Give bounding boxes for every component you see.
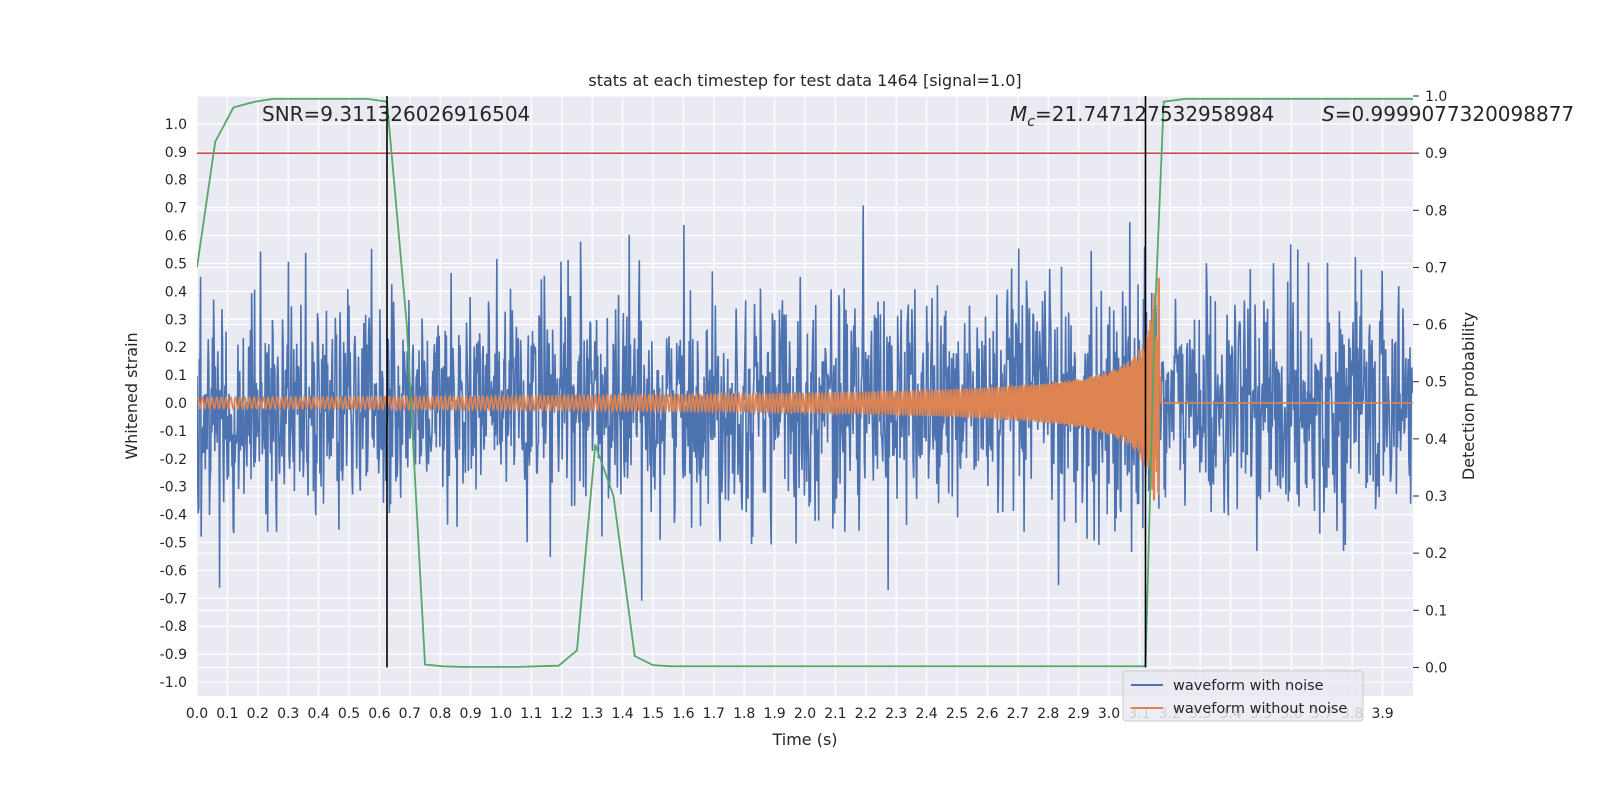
series-waveform-without-noise — [197, 277, 1413, 501]
x-tick-label: 0.0 — [186, 706, 208, 722]
s-symbol: S — [1322, 102, 1335, 126]
x-tick-label: 1.2 — [551, 706, 573, 722]
mc-value: =21.747127532958984 — [1035, 102, 1274, 126]
y-tick-label: 1.0 — [165, 117, 187, 133]
x-tick-label: 2.9 — [1067, 706, 1089, 722]
legend-label-clean: waveform without noise — [1173, 701, 1347, 717]
mc-symbol: M — [1010, 102, 1027, 126]
y-tick-label: -1.0 — [160, 675, 187, 691]
y-tick-labels: -1.0 -0.9 -0.8 -0.7 -0.6 -0.5 -0.4 -0.3 -0.2 -0.1… — [160, 117, 187, 691]
x-tick-label: 0.4 — [307, 706, 329, 722]
y-tick-label: -0.6 — [160, 563, 187, 579]
x-tick-label: 0.2 — [247, 706, 269, 722]
legend-box — [1122, 670, 1364, 722]
data-layer — [197, 96, 1413, 668]
y2-tick-label: 0.1 — [1425, 603, 1447, 619]
x-tick-label: 1.6 — [672, 706, 694, 722]
x-tick-label: 0.9 — [459, 706, 481, 722]
y-tick-label: -0.3 — [160, 480, 187, 496]
x-tick-label: 0.1 — [216, 706, 238, 722]
y2-tick-label: 0.8 — [1425, 203, 1447, 219]
x-tick-label: 2.5 — [946, 706, 968, 722]
y-tick-label: 0.4 — [165, 284, 187, 300]
s-value: =0.9999077320098877 — [1335, 102, 1574, 126]
x-tick-label: 0.6 — [368, 706, 390, 722]
y-tick-label: -0.7 — [160, 591, 187, 607]
y2-tick-label: 0.4 — [1425, 432, 1447, 448]
series-detection-probability — [197, 97, 1413, 668]
x-tick-label: 2.3 — [885, 706, 907, 722]
x-axis-label: Time (s) — [771, 730, 837, 749]
y-tick-label: 0.9 — [165, 145, 187, 161]
y2-tick-label: 1.0 — [1425, 89, 1447, 105]
snr-annotation: SNR=9.311326026916504 — [262, 102, 530, 126]
legend: waveform with noise waveform without noi… — [1122, 670, 1364, 722]
y-tick-label: 0.3 — [165, 312, 187, 328]
x-tick-label: 2.0 — [794, 706, 816, 722]
y-tick-label: 0.5 — [165, 256, 187, 272]
x-tick-label: 2.8 — [1037, 706, 1059, 722]
y-tick-label: 0.0 — [165, 396, 187, 412]
y-tick-label: -0.8 — [160, 619, 187, 635]
y2-axis-label: Detection probability — [1459, 312, 1478, 480]
x-tick-label: 1.9 — [763, 706, 785, 722]
x-tick-label: 3.9 — [1371, 706, 1393, 722]
x-tick-label: 2.1 — [824, 706, 846, 722]
x-tick-label: 1.4 — [611, 706, 633, 722]
y-tick-label: -0.1 — [160, 424, 187, 440]
mc-subscript: c — [1027, 114, 1035, 130]
x-tick-label: 2.6 — [976, 706, 998, 722]
y-tick-label: -0.2 — [160, 452, 187, 468]
significance-annotation: S=0.9999077320098877 — [1322, 102, 1574, 126]
series-waveform-with-noise — [197, 205, 1413, 601]
x-tick-label: 1.0 — [490, 706, 512, 722]
legend-label-noisy: waveform with noise — [1173, 678, 1324, 694]
y-tick-label: -0.5 — [160, 536, 187, 552]
x-tick-label: 0.7 — [399, 706, 421, 722]
x-tick-label: 2.7 — [1007, 706, 1029, 722]
x-tick-label: 0.8 — [429, 706, 451, 722]
y2-tick-label: 0.0 — [1425, 660, 1447, 676]
y-tick-label: -0.4 — [160, 508, 187, 524]
y2-tick-label: 0.7 — [1425, 260, 1447, 276]
y-tick-label: 0.6 — [165, 229, 187, 245]
y-tick-label: 0.2 — [165, 340, 187, 356]
x-tick-label: 2.4 — [915, 706, 937, 722]
chart-title: stats at each timestep for test data 146… — [588, 71, 1021, 90]
x-tick-label: 1.5 — [642, 706, 664, 722]
y-tick-label: 0.7 — [165, 201, 187, 217]
y2-tick-label: 0.9 — [1425, 146, 1447, 162]
chirp-mass-annotation: Mc=21.747127532958984 — [1010, 102, 1274, 130]
y2-tick-labels: 0.0 0.1 0.2 0.3 0.4 0.5 0.6 0.7 0.8 0.9 1.0 — [1413, 89, 1447, 676]
x-tick-label: 3.0 — [1098, 706, 1120, 722]
x-tick-label: 1.1 — [520, 706, 542, 722]
x-tick-label: 1.7 — [703, 706, 725, 722]
y-tick-label: -0.9 — [160, 647, 187, 663]
y2-tick-label: 0.6 — [1425, 318, 1447, 334]
x-tick-label: 1.8 — [733, 706, 755, 722]
y2-tick-label: 0.5 — [1425, 375, 1447, 391]
y-tick-label: 0.1 — [165, 368, 187, 384]
y2-tick-label: 0.3 — [1425, 489, 1447, 505]
x-tick-label: 1.3 — [581, 706, 603, 722]
x-tick-label: 2.2 — [855, 706, 877, 722]
x-tick-label: 0.3 — [277, 706, 299, 722]
x-tick-label: 0.5 — [338, 706, 360, 722]
y-tick-label: 0.8 — [165, 173, 187, 189]
y-axis-label: Whitened strain — [122, 332, 141, 459]
y2-tick-label: 0.2 — [1425, 546, 1447, 562]
